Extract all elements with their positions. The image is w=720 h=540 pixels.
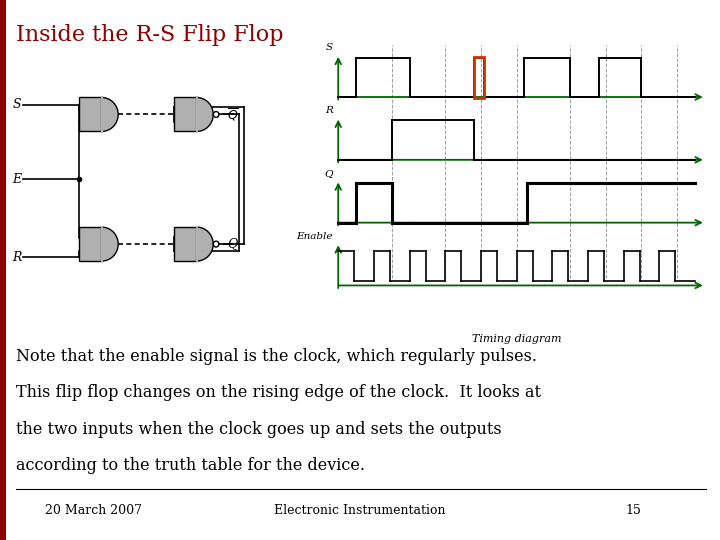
Bar: [79, 227, 102, 261]
Text: 15: 15: [626, 504, 642, 517]
Bar: [174, 227, 197, 261]
Text: E: E: [12, 173, 22, 186]
Text: $\overline{Q}$: $\overline{Q}$: [227, 106, 239, 123]
Text: S: S: [325, 43, 333, 52]
Wedge shape: [102, 227, 118, 261]
Text: according to the truth table for the device.: according to the truth table for the dev…: [16, 457, 365, 474]
Text: R: R: [12, 251, 22, 264]
Bar: [474, 57, 485, 98]
Text: Q: Q: [227, 238, 237, 251]
Text: the two inputs when the clock goes up and sets the outputs: the two inputs when the clock goes up an…: [16, 421, 501, 437]
Text: Timing diagram: Timing diagram: [472, 334, 562, 344]
Text: S: S: [12, 98, 21, 111]
Wedge shape: [102, 97, 118, 131]
Text: Q: Q: [325, 169, 333, 178]
Text: Electronic Instrumentation: Electronic Instrumentation: [274, 504, 446, 517]
Bar: [174, 97, 197, 131]
Wedge shape: [197, 97, 213, 131]
Text: Note that the enable signal is the clock, which regularly pulses.: Note that the enable signal is the clock…: [16, 348, 537, 365]
Text: R: R: [325, 106, 333, 115]
Text: Enable: Enable: [297, 232, 333, 241]
Text: This flip flop changes on the rising edge of the clock.  It looks at: This flip flop changes on the rising edg…: [16, 384, 541, 401]
Bar: [79, 97, 102, 131]
Wedge shape: [197, 227, 213, 261]
Text: 20 March 2007: 20 March 2007: [45, 504, 142, 517]
Text: Inside the R-S Flip Flop: Inside the R-S Flip Flop: [16, 24, 284, 46]
